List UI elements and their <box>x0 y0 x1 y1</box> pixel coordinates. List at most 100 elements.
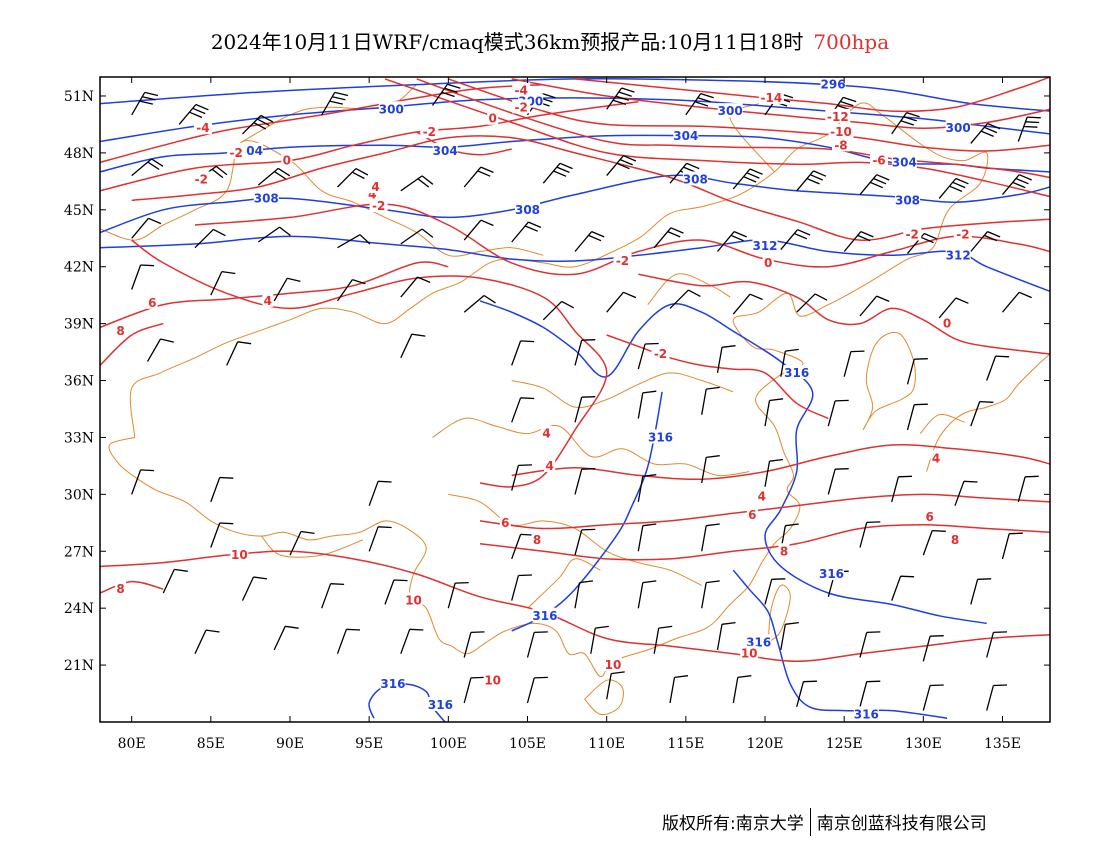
temperature-contour-label: -2 <box>654 347 667 361</box>
wind-barb <box>226 341 252 366</box>
wind-barb <box>194 228 226 249</box>
temperature-label-bg <box>544 457 556 472</box>
wind-barb <box>194 629 220 654</box>
wind-barb <box>574 231 605 252</box>
wind-barb <box>336 628 361 654</box>
height-label-bg <box>682 171 708 186</box>
lat-tick-label: 30N <box>64 487 94 503</box>
wind-barb <box>574 528 596 556</box>
boundary-line <box>511 372 734 408</box>
wind-barb <box>574 396 596 423</box>
wind-barb <box>827 468 849 495</box>
height-contour <box>100 235 1050 293</box>
temperature-contour-label: -8 <box>834 138 847 152</box>
lat-tick-label: 39N <box>64 317 94 333</box>
lon-tick-label: 135E <box>984 736 1021 752</box>
height-contour-label: 308 <box>895 193 920 207</box>
temperature-label-bg <box>404 592 423 607</box>
boundary-line <box>767 584 791 643</box>
temperature-contour-label: -2 <box>956 227 969 241</box>
boundary-line <box>448 493 702 586</box>
temperature-contour-label: -2 <box>229 146 242 160</box>
temperature-contour <box>131 135 1050 241</box>
temperature-label-bg <box>281 152 293 167</box>
height-label-bg <box>819 566 844 581</box>
temperature-contour-label: 4 <box>545 459 553 473</box>
wind-barb <box>859 521 881 548</box>
temperature-contour-label: -14 <box>760 91 782 105</box>
lon-tick-label: 115E <box>667 736 704 752</box>
wind-barb <box>859 295 890 317</box>
wind-barb <box>400 175 434 192</box>
wind-barb <box>463 294 496 313</box>
temperature-contour-label: 10 <box>405 594 422 608</box>
wind-barb <box>131 91 159 116</box>
wind-barb <box>780 229 811 251</box>
wind-barb <box>321 583 345 609</box>
temperature-contour-label: 6 <box>748 508 756 522</box>
wind-barb <box>764 92 794 116</box>
wind-barb <box>131 217 162 239</box>
wind-barb <box>986 631 1008 658</box>
wind-barb <box>701 455 720 484</box>
height-contour-label: 316 <box>532 609 557 623</box>
height-label-bg <box>895 192 920 207</box>
wind-barb <box>637 580 657 609</box>
height-label-bg <box>378 101 404 116</box>
wind-barb <box>843 231 874 252</box>
wind-barb <box>891 475 913 503</box>
temperature-contour-label: 8 <box>533 533 541 547</box>
height-contour-label: 308 <box>254 191 279 205</box>
lon-tick-label: 120E <box>747 736 784 752</box>
temperature-label-bg <box>953 226 972 241</box>
wind-barb <box>368 480 392 506</box>
wind-barb <box>701 386 720 415</box>
wind-barb <box>653 625 673 654</box>
temperature-contour-label: 0 <box>283 153 291 167</box>
wind-barb <box>907 232 937 254</box>
temperature-label-bg <box>541 425 552 440</box>
temperature-contour <box>384 78 1050 198</box>
height-label-bg <box>945 120 971 135</box>
temperature-contour-label: -2 <box>906 227 919 241</box>
wind-barb <box>669 675 689 704</box>
height-contour-label: 316 <box>428 698 453 712</box>
temperature-label-bg <box>370 179 381 194</box>
wind-barb <box>463 166 494 188</box>
boundary-line <box>919 413 965 434</box>
map-frame <box>99 76 1051 723</box>
wind-barb <box>273 625 299 651</box>
temperature-label-bg <box>192 171 211 186</box>
boundary-line <box>926 353 1050 472</box>
height-label-bg <box>427 696 453 711</box>
temperature-label-bg <box>531 531 543 546</box>
wind-barb <box>1017 475 1039 503</box>
wind-barb <box>906 358 928 385</box>
wind-barb <box>606 671 625 700</box>
wind-barb <box>859 174 890 196</box>
wind-barb <box>970 231 1001 252</box>
wind-barb <box>447 581 469 609</box>
lat-tick-label: 48N <box>64 146 94 162</box>
temperature-label-bg <box>870 152 888 167</box>
temperature-label-bg <box>758 89 784 104</box>
temperature-label-bg <box>828 124 854 139</box>
wind-barb <box>511 340 535 366</box>
boundary-line <box>584 679 624 716</box>
temperature-contour <box>416 78 1050 179</box>
boundary-line <box>432 417 750 477</box>
height-contour <box>100 97 1050 143</box>
wind-barb <box>289 530 315 556</box>
height-contour-label: 316 <box>854 707 879 721</box>
wind-barb <box>162 568 188 594</box>
lon-tick-label: 100E <box>430 736 467 752</box>
lon-tick-label: 80E <box>118 736 146 752</box>
wind-barb <box>764 578 786 605</box>
temperature-label-bg <box>115 323 127 338</box>
temperature-contour-label: -12 <box>827 110 849 124</box>
wind-barb <box>938 177 969 199</box>
wind-barb <box>716 621 736 651</box>
wind-barb <box>827 399 849 427</box>
temperature-contour-label: 10 <box>231 548 248 562</box>
